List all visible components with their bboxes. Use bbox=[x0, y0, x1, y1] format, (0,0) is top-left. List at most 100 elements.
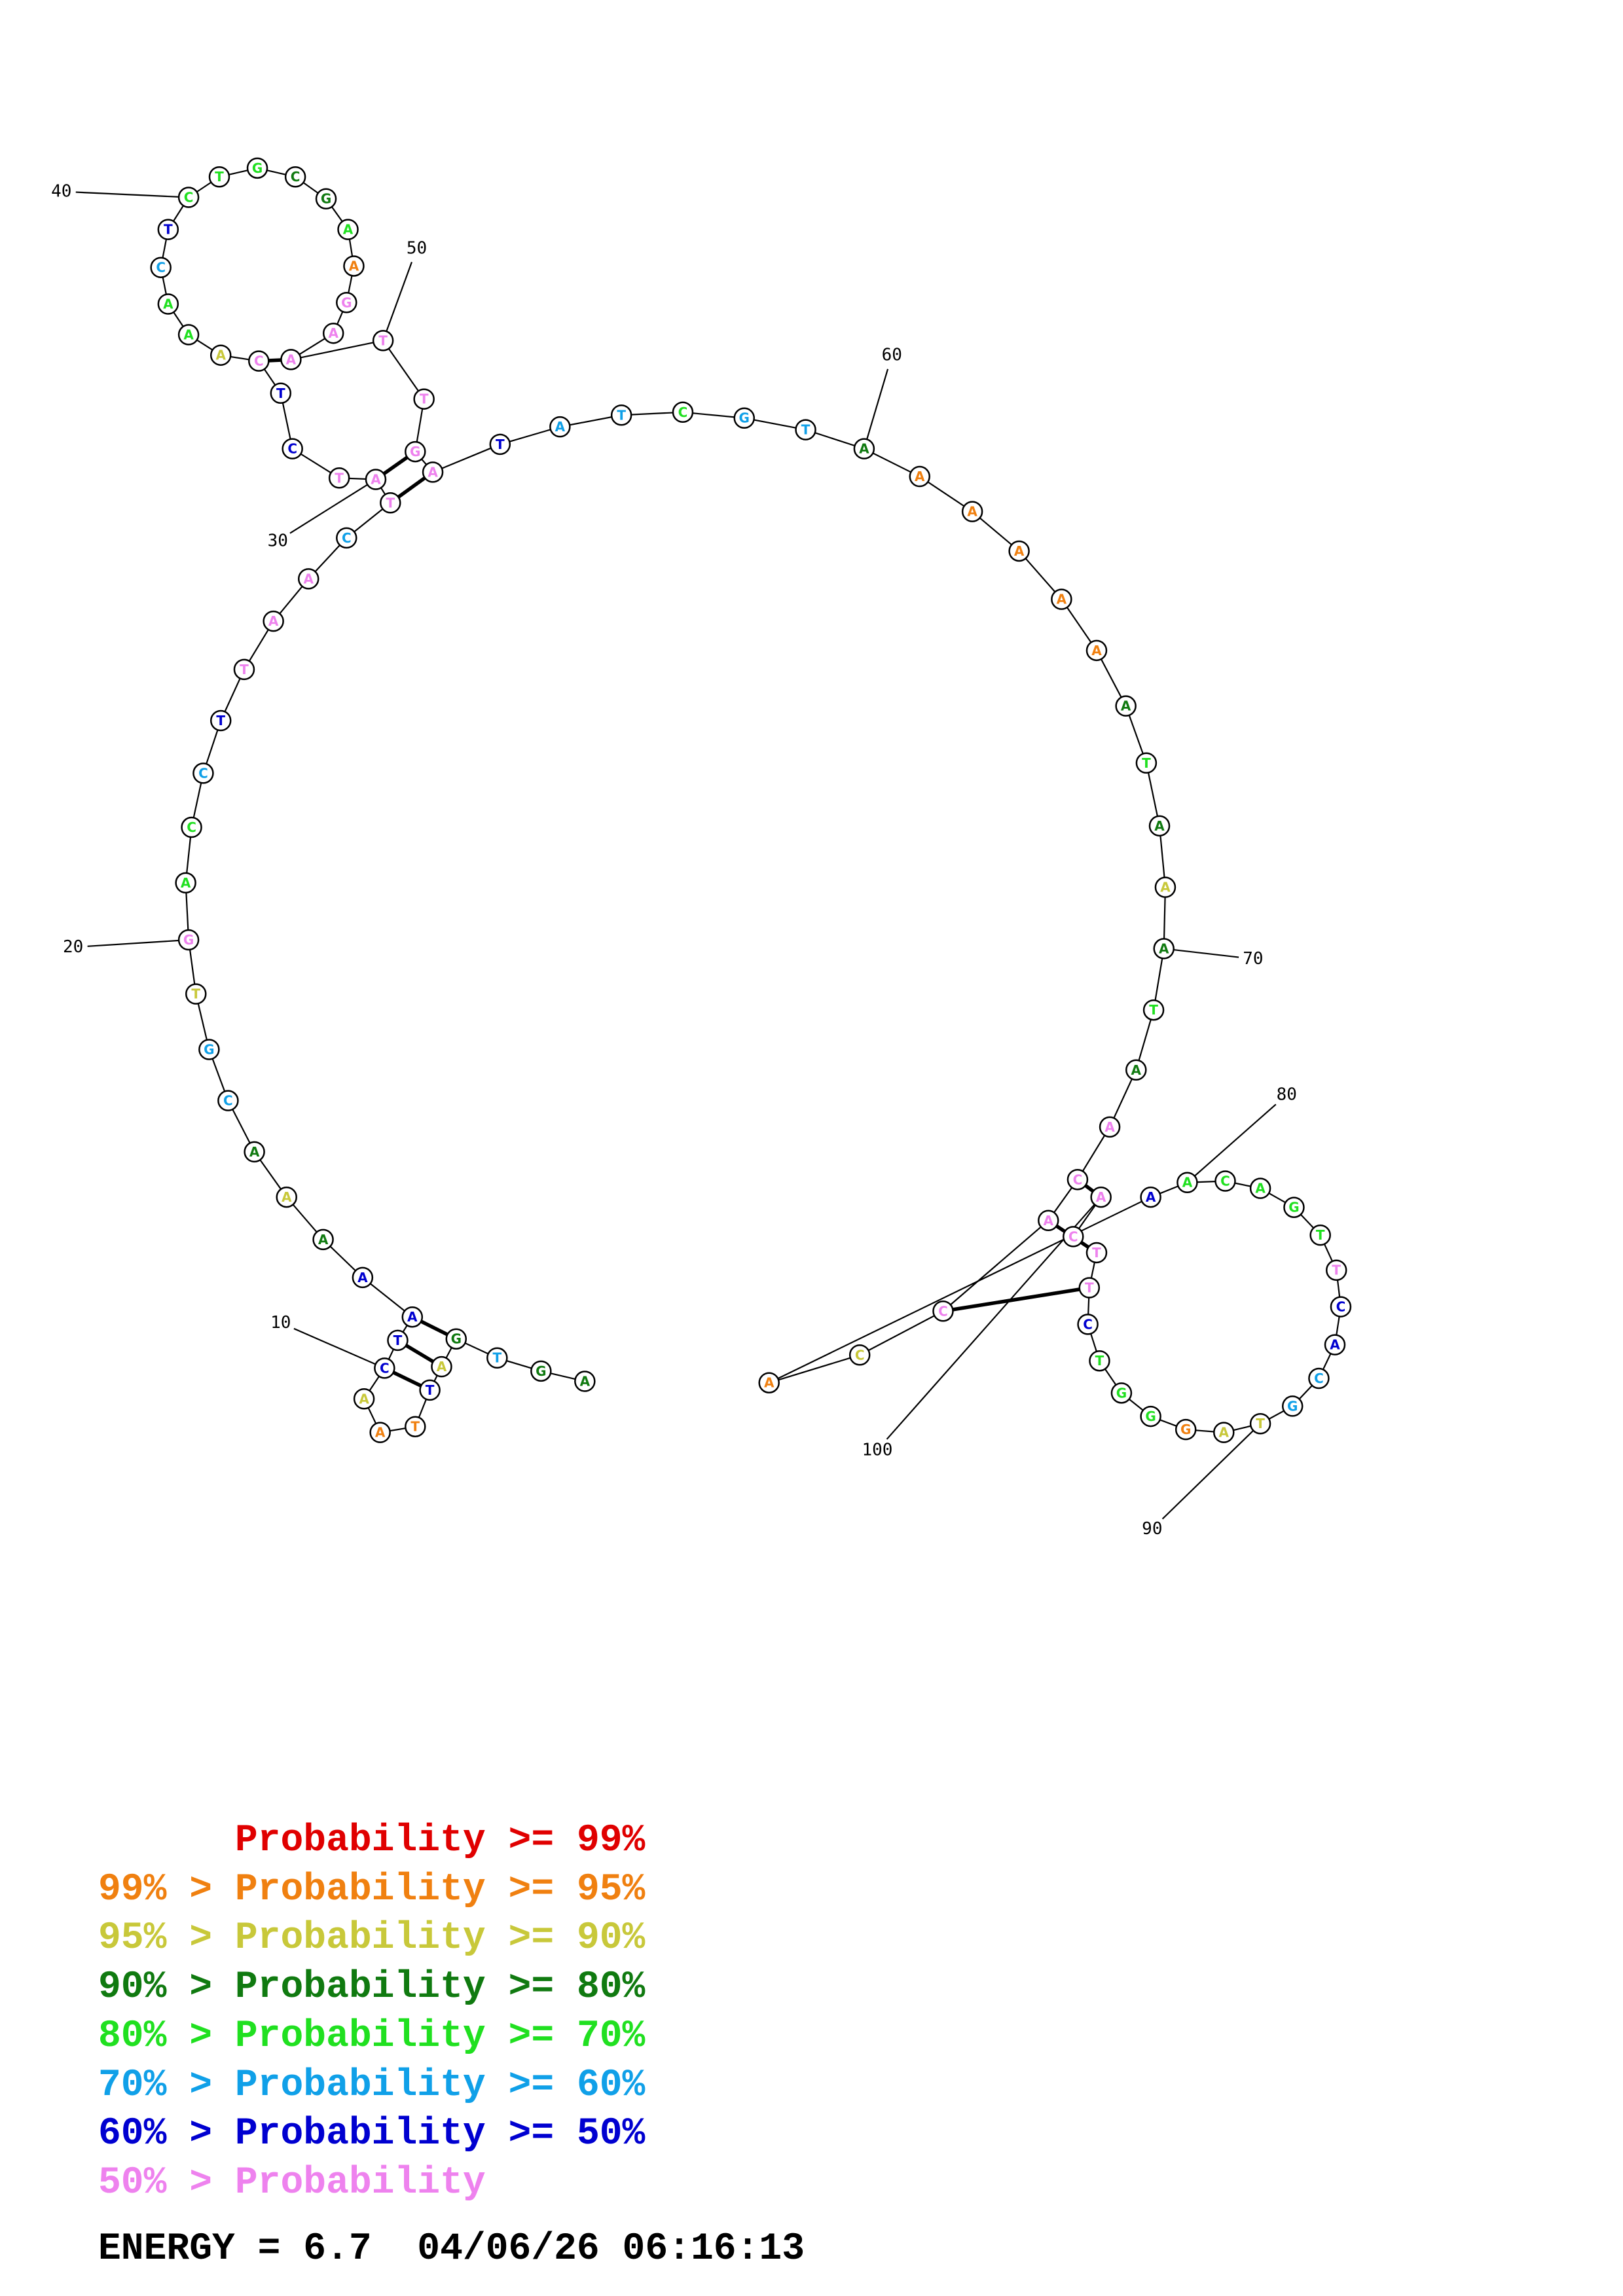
legend-value: 80% bbox=[576, 1966, 646, 2009]
nucleotide-88: C bbox=[1308, 1367, 1330, 1390]
nucleotide-96: C bbox=[1077, 1314, 1099, 1335]
nucleotide-28: C bbox=[336, 527, 357, 549]
nucleotide-letter: T bbox=[420, 391, 429, 407]
legend-prefix: 99% > bbox=[98, 1868, 235, 1911]
legend-row: 70% > Probability >= 60% bbox=[98, 2066, 645, 2105]
nucleotide-letter: A bbox=[915, 469, 925, 484]
tick-label-100: 100 bbox=[862, 1440, 892, 1460]
nucleotide-6: T bbox=[419, 1379, 441, 1401]
nucleotide-16: A bbox=[244, 1141, 265, 1163]
nucleotide-letter: A bbox=[343, 222, 354, 238]
nucleotide-letter: A bbox=[1146, 1189, 1156, 1205]
nucleotide-letter: T bbox=[216, 713, 225, 728]
nucleotide-14: A bbox=[312, 1229, 334, 1251]
nucleotide-76: C bbox=[932, 1300, 954, 1322]
nucleotide-81: C bbox=[1214, 1170, 1236, 1192]
nucleotide-86: C bbox=[1330, 1296, 1352, 1318]
nucleotide-51: T bbox=[413, 388, 435, 410]
nucleotide-82: A bbox=[1249, 1177, 1271, 1199]
nucleotide-letter: A bbox=[428, 464, 438, 480]
nucleotide-21: A bbox=[175, 872, 196, 894]
backbone-segment bbox=[942, 1219, 1049, 1312]
tick-line-50 bbox=[382, 261, 412, 341]
nucleotide-letter: A bbox=[437, 1359, 447, 1374]
legend-prefix bbox=[98, 1820, 235, 1862]
tick-line-40 bbox=[75, 191, 189, 198]
nucleotide-18: G bbox=[198, 1039, 220, 1060]
nucleotide-30: A bbox=[365, 469, 387, 490]
backbone-segment bbox=[769, 1354, 860, 1384]
nucleotide-43: C bbox=[284, 166, 306, 188]
nucleotide-42: G bbox=[246, 157, 268, 179]
nucleotide-letter: T bbox=[378, 332, 388, 348]
nucleotide-letter: A bbox=[1091, 643, 1102, 658]
nucleotide-letter: A bbox=[859, 441, 869, 457]
nucleotide-letter: G bbox=[1180, 1422, 1191, 1437]
nucleotide-72: A bbox=[1125, 1059, 1147, 1081]
nucleotide-letter: C bbox=[223, 1093, 233, 1109]
legend-prefix: 90% > bbox=[98, 1966, 235, 2009]
nucleotide-letter: T bbox=[410, 1419, 420, 1435]
nucleotide-13: A bbox=[352, 1266, 374, 1289]
nucleotide-letter: T bbox=[1142, 755, 1151, 771]
legend-label: Probability bbox=[234, 2161, 486, 2204]
nucleotide-letter: C bbox=[1336, 1299, 1346, 1315]
nucleotide-71: T bbox=[1142, 999, 1165, 1021]
nucleotide-2: G bbox=[530, 1360, 552, 1382]
nucleotide-letter: T bbox=[1085, 1280, 1094, 1296]
nucleotide-letter: C bbox=[1220, 1174, 1230, 1189]
nucleotide-letter: A bbox=[375, 1425, 386, 1441]
nucleotide-1: A bbox=[574, 1371, 596, 1392]
nucleotide-letter: A bbox=[349, 258, 359, 274]
nucleotide-56: T bbox=[610, 404, 632, 426]
nucleotide-83: G bbox=[1283, 1196, 1305, 1218]
nucleotide-letter: A bbox=[1014, 543, 1025, 559]
energy-line: ENERGY = 6.7 04/06/26 06:16:13 bbox=[98, 2231, 805, 2269]
legend-value: 90% bbox=[576, 1917, 646, 1960]
nucleotide-36: A bbox=[177, 324, 200, 346]
nucleotide-letter: G bbox=[739, 410, 750, 426]
nucleotide-99: C bbox=[1062, 1226, 1084, 1247]
nucleotide-19: T bbox=[185, 983, 207, 1005]
nucleotide-54: T bbox=[489, 433, 511, 456]
legend-row: 95% > Probability >= 90% bbox=[98, 1920, 645, 1958]
tick-line-90 bbox=[1161, 1423, 1261, 1520]
nucleotide-letter: A bbox=[1330, 1337, 1340, 1353]
nucleotide-34: C bbox=[248, 350, 270, 372]
nucleotide-letter: G bbox=[1116, 1385, 1127, 1401]
nucleotide-letter: A bbox=[764, 1375, 775, 1391]
nucleotide-61: A bbox=[909, 465, 930, 488]
nucleotide-64: A bbox=[1051, 588, 1072, 610]
tick-label-20: 20 bbox=[63, 937, 83, 957]
nucleotide-letter: T bbox=[215, 169, 224, 185]
nucleotide-letter: A bbox=[282, 1189, 292, 1205]
nucleotide-letter: T bbox=[164, 222, 173, 238]
nucleotide-letter: C bbox=[855, 1347, 865, 1363]
nucleotide-letter: A bbox=[1044, 1213, 1054, 1229]
timestamp: 04/06/26 06:16:13 bbox=[417, 2228, 805, 2270]
nucleotide-letter: C bbox=[1068, 1229, 1078, 1244]
nucleotide-60: A bbox=[853, 438, 875, 459]
nucleotide-letter: A bbox=[1096, 1189, 1106, 1205]
nucleotide-26: A bbox=[263, 610, 284, 632]
nucleotide-letter: A bbox=[1154, 818, 1165, 834]
nucleotide-letter: A bbox=[407, 1309, 418, 1325]
legend-label: Probability >= bbox=[234, 1966, 577, 2009]
nucleotide-letter: G bbox=[1287, 1398, 1298, 1414]
nucleotide-letter: A bbox=[328, 325, 338, 341]
nucleotide-letter: C bbox=[1083, 1316, 1093, 1332]
nucleotide-letter: G bbox=[451, 1331, 462, 1347]
nucleotide-letter: C bbox=[678, 404, 688, 420]
nucleotide-69: A bbox=[1154, 876, 1176, 898]
nucleotide-letter: A bbox=[268, 613, 279, 629]
nucleotide-letter: G bbox=[252, 160, 263, 176]
nucleotide-22: C bbox=[181, 816, 202, 838]
nucleotide-49: A bbox=[280, 349, 302, 370]
tick-label-40: 40 bbox=[51, 182, 71, 202]
nucleotide-letter: A bbox=[359, 1391, 369, 1407]
tick-line-70 bbox=[1163, 948, 1239, 958]
nucleotide-10: C bbox=[374, 1357, 395, 1379]
nucleotide-5: A bbox=[431, 1355, 452, 1378]
nucleotide-11: T bbox=[387, 1329, 409, 1352]
